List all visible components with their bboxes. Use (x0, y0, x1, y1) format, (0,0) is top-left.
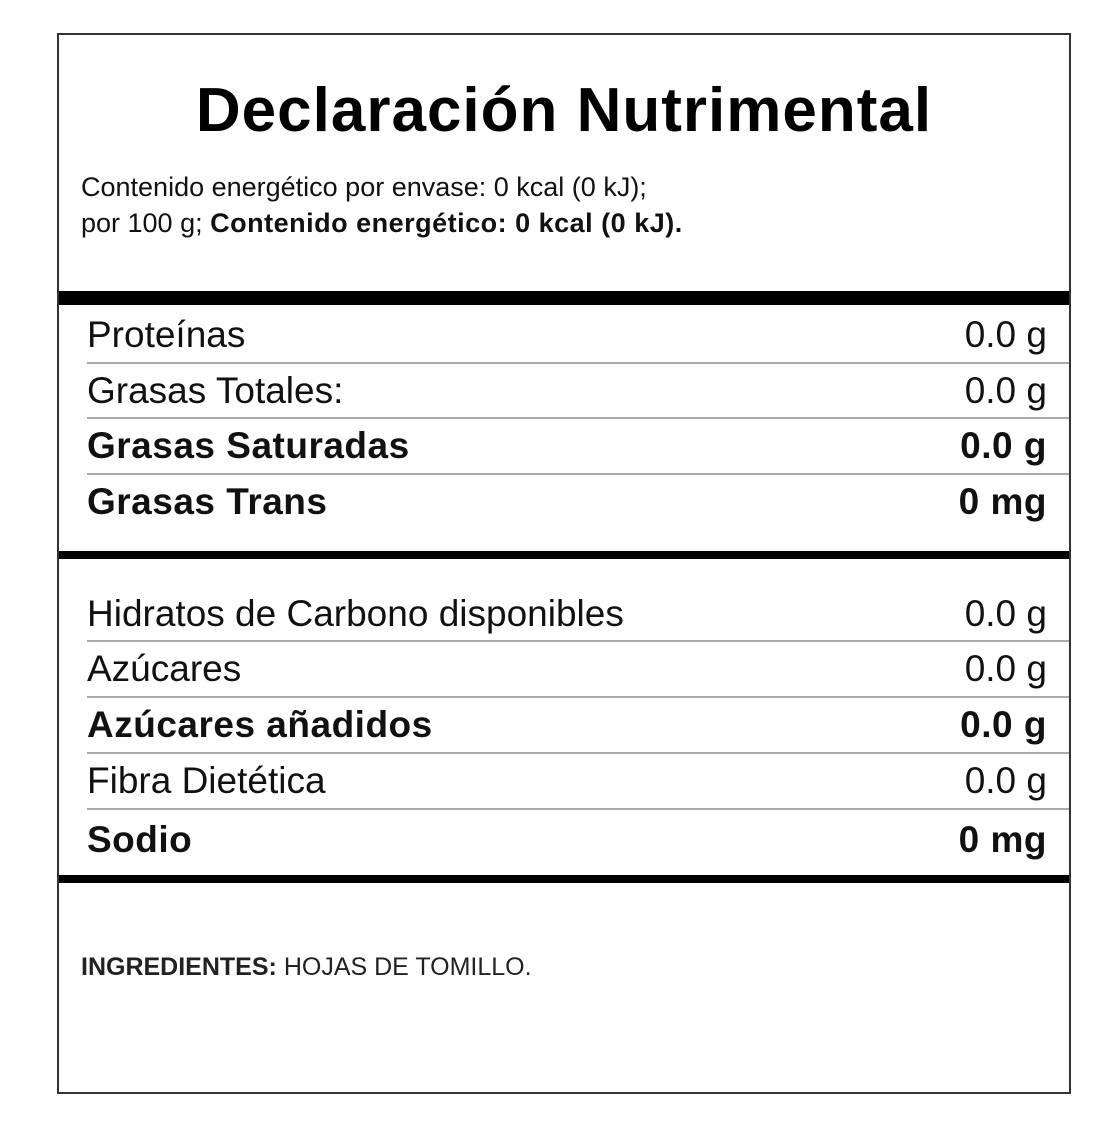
nutrient-label: Grasas Trans (87, 481, 328, 522)
nutrient-row-sodio: Sodio 0 mg (87, 810, 1069, 870)
nutrient-value: 0.0 g (964, 760, 1047, 801)
divider-thick (59, 291, 1069, 305)
nutrient-row-fibra: Fibra Dietética 0.0 g (87, 754, 1069, 810)
nutrient-value: 0.0 g (964, 648, 1047, 689)
nutrient-label: Azúcares añadidos (87, 704, 433, 745)
energy-per-100g: por 100 g; Contenido energético: 0 kcal … (81, 205, 683, 241)
nutrient-value: 0.0 g (964, 592, 1047, 634)
nutrient-row-azucares-anadidos: Azúcares añadidos 0.0 g (87, 698, 1069, 754)
nutrient-label: Sodio (87, 819, 193, 860)
nutrient-label: Azúcares (87, 648, 242, 689)
nutrient-label: Grasas Saturadas (87, 425, 410, 466)
nutrient-value: 0.0 g (960, 425, 1047, 466)
energy-per-100g-prefix: por 100 g; (81, 208, 203, 238)
divider-thick (59, 551, 1069, 559)
nutrient-value: 0 mg (958, 819, 1047, 860)
divider-thick (59, 875, 1069, 883)
nutrient-label: Hidratos de Carbono disponibles (87, 592, 624, 634)
nutrient-label: Proteínas (87, 313, 246, 355)
ingredients: INGREDIENTES: HOJAS DE TOMILLO. (81, 953, 532, 982)
nutrient-label: Fibra Dietética (87, 760, 326, 801)
nutrient-row-grasas-trans: Grasas Trans 0 mg (87, 475, 1069, 529)
energy-content: Contenido energético por envase: 0 kcal … (81, 169, 683, 241)
nutrient-value: 0.0 g (960, 704, 1047, 745)
energy-per-100g-value: Contenido energético: 0 kcal (0 kJ). (210, 208, 683, 238)
nutrient-value: 0.0 g (964, 369, 1047, 411)
label-title: Declaración Nutrimental (195, 76, 933, 145)
nutrient-row-azucares: Azúcares 0.0 g (87, 642, 1069, 698)
nutrient-row-grasas-totales: Grasas Totales: 0.0 g (87, 364, 1069, 419)
nutrient-label: Grasas Totales: (87, 369, 344, 411)
energy-per-package: Contenido energético por envase: 0 kcal … (81, 172, 647, 202)
nutrient-row-proteinas: Proteínas 0.0 g (87, 307, 1069, 364)
nutrition-label: Declaración Nutrimental Contenido energé… (57, 33, 1071, 1094)
nutrient-row-grasas-saturadas: Grasas Saturadas 0.0 g (87, 419, 1069, 475)
ingredients-label: INGREDIENTES: (81, 953, 277, 981)
nutrient-value: 0 mg (958, 481, 1047, 522)
ingredients-text: HOJAS DE TOMILLO. (283, 953, 532, 981)
nutrient-value: 0.0 g (964, 313, 1047, 355)
nutrient-row-hidratos: Hidratos de Carbono disponibles 0.0 g (87, 587, 1069, 642)
